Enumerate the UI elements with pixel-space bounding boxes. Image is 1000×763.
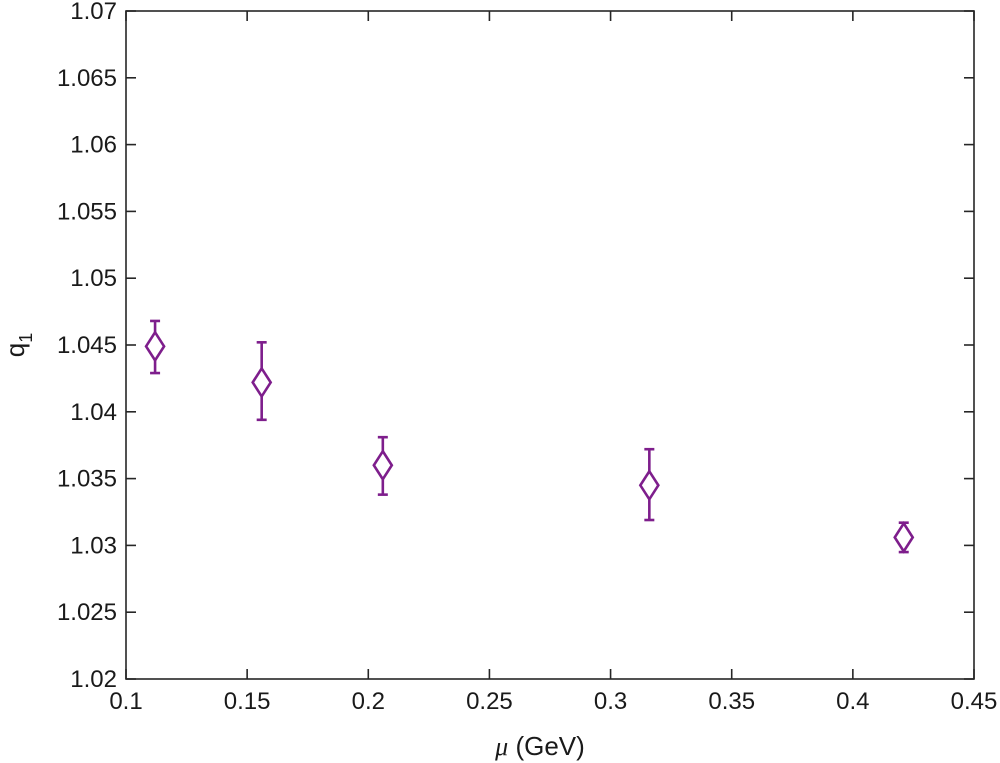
x-axis-title: μ (GeV)	[494, 731, 585, 761]
ticks-layer: 0.1 0.15 0.2 0.25 0.3 0.35 0.4 0.45 1.02 1.025 1.0…	[57, 0, 997, 715]
data-point	[251, 341, 273, 422]
diamond-marker	[638, 468, 660, 502]
diamond-marker	[372, 448, 394, 482]
y-axis-main: q	[0, 343, 30, 357]
data-point	[893, 520, 915, 554]
x-tick-label: 0.4	[836, 688, 869, 715]
data-point	[372, 435, 394, 496]
y-tick-label: 1.02	[70, 666, 117, 693]
y-tick-label: 1.045	[57, 332, 117, 359]
y-tick-label: 1.06	[70, 132, 117, 159]
y-tick-label: 1.025	[57, 599, 117, 626]
plot-frame	[125, 10, 975, 680]
y-axis-subscript: 1	[16, 333, 36, 343]
y-tick-label: 1.04	[70, 399, 117, 426]
diamond-marker	[144, 329, 166, 363]
x-tick-label: 0.35	[708, 688, 755, 715]
diamond-marker	[251, 366, 273, 399]
x-axis-symbol: μ	[494, 732, 508, 761]
x-axis-unit: (GeV)	[508, 731, 585, 761]
x-tick-label: 0.45	[951, 688, 998, 715]
y-axis-title: q1	[0, 333, 36, 357]
diamond-marker	[893, 520, 915, 554]
y-tick-label: 1.05	[70, 265, 117, 292]
x-tick-label: 0.1	[109, 688, 142, 715]
data-point	[144, 319, 166, 375]
y-tick-label: 1.07	[70, 0, 117, 25]
x-tick-label: 0.25	[466, 688, 513, 715]
x-tick-label: 0.3	[594, 688, 627, 715]
y-tick-label: 1.03	[70, 532, 117, 559]
marks-layer	[144, 319, 915, 554]
x-tick-label: 0.2	[352, 688, 385, 715]
y-tick-label: 1.065	[57, 65, 117, 92]
y-tick-label: 1.055	[57, 198, 117, 225]
y-tick-label: 1.035	[57, 466, 117, 493]
x-tick-label: 0.15	[224, 688, 271, 715]
data-point	[638, 447, 660, 522]
